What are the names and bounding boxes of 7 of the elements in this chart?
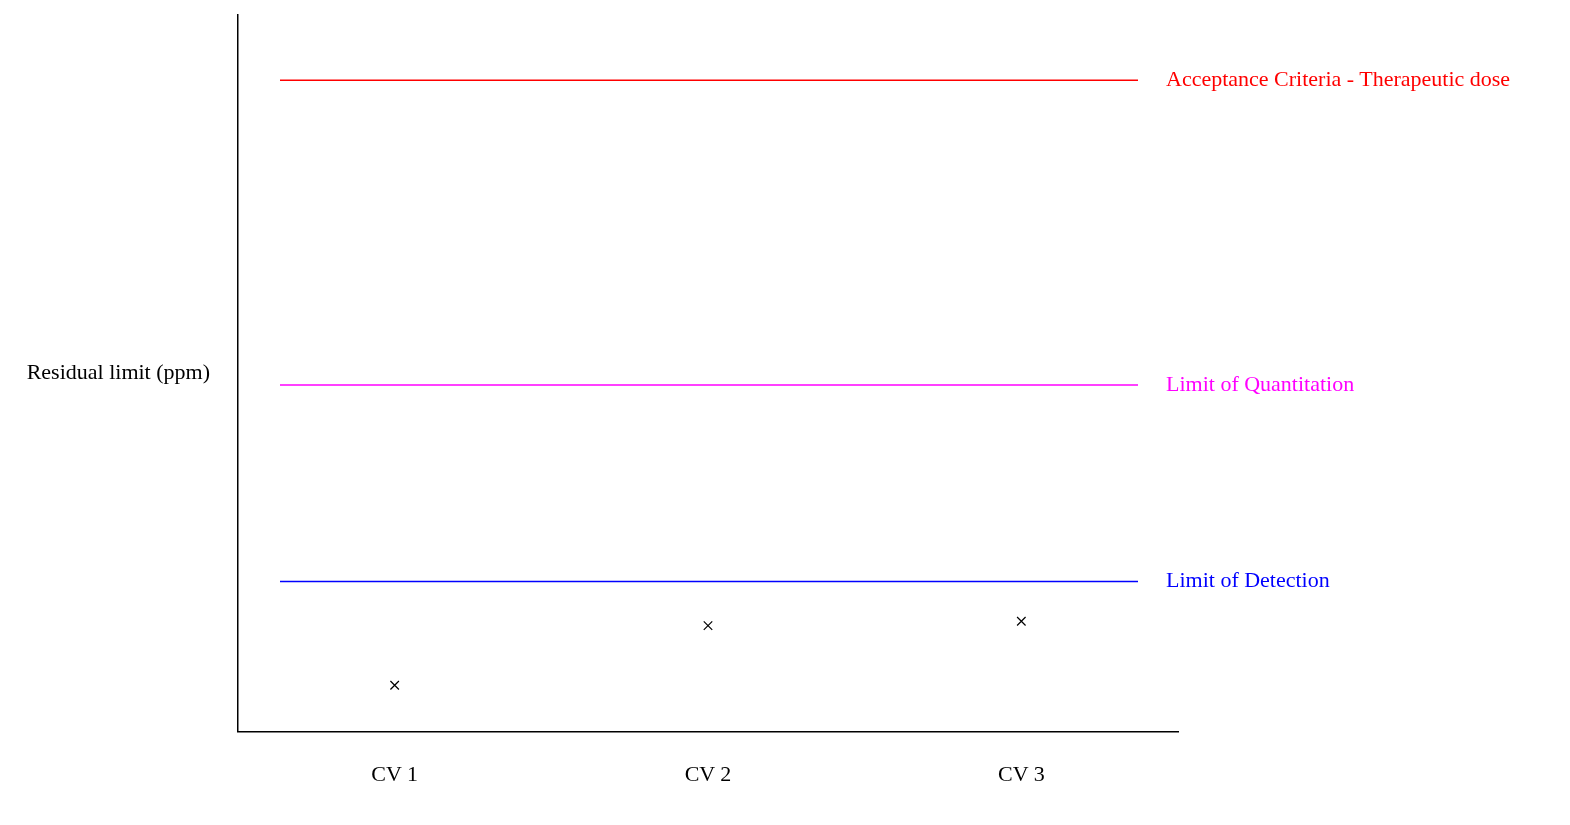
text: Residual limit (ppm) [26, 359, 210, 385]
ref-line-label: Limit of Quantitation [1166, 370, 1355, 396]
ref-line-label: Acceptance Criteria - Therapeutic dose [1166, 66, 1511, 92]
x-tick-label: CV 2 [684, 760, 732, 786]
x-tick-label: CV 3 [998, 760, 1045, 786]
x-tick-label: CV 1 [371, 760, 418, 786]
ref-line-label: Limit of Detection [1166, 567, 1330, 593]
